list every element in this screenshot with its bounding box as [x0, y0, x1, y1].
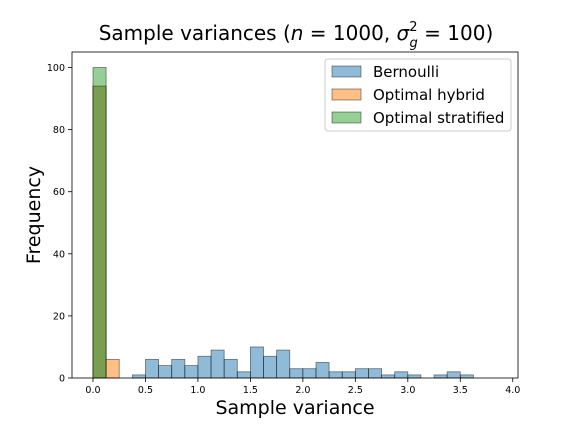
title-sigma-sup: 2: [409, 20, 417, 35]
title-equals-1: =: [303, 21, 332, 45]
bar-bernoulli-5: [158, 365, 173, 379]
x-tick-label-8: 4.0: [505, 385, 520, 396]
bar-bernoulli-23: [394, 371, 409, 379]
title-n-value: 1000: [333, 21, 384, 45]
bar-bernoulli-19: [341, 371, 356, 379]
legend-swatch-optimal-hybrid: [331, 88, 362, 101]
chart-title: Sample variances (n = 1000, σ2 g = 100): [99, 20, 494, 51]
bar-bernoulli-13: [263, 355, 278, 379]
legend-label-bernoulli: Bernoulli: [373, 63, 439, 81]
legend-box: [324, 58, 512, 132]
x-tick-label-6: 3.0: [400, 385, 415, 396]
x-tick-label-3: 1.5: [243, 385, 258, 396]
bar-bernoulli-17: [315, 362, 330, 379]
bar-bernoulli-7: [184, 365, 199, 379]
x-tick-label-0: 0.0: [85, 385, 100, 396]
title-comma: ,: [384, 21, 397, 45]
bar-bernoulli-3: [131, 374, 146, 379]
x-tick-label-4: 2.0: [295, 385, 310, 396]
bar-bernoulli-20: [354, 368, 369, 379]
title-sigma: σ: [397, 21, 411, 45]
legend: Bernoulli Optimal hybrid Optimal stratif…: [324, 58, 512, 132]
y-tick-label-1: 20: [53, 311, 65, 322]
bar-bernoulli-27: [446, 371, 461, 379]
legend-label-optimal-stratified: Optimal stratified: [373, 109, 504, 127]
bar-bernoulli-6: [171, 358, 186, 379]
title-n: n: [291, 21, 304, 45]
y-axis-label: Frequency: [23, 166, 45, 264]
bar-bernoulli-18: [328, 371, 343, 379]
bar-bernoulli-8: [197, 355, 212, 379]
x-tick-label-2: 1.0: [190, 385, 205, 396]
x-tick-label-5: 2.5: [348, 385, 363, 396]
legend-label-optimal-hybrid: Optimal hybrid: [373, 86, 485, 104]
bar-bernoulli-28: [459, 374, 474, 379]
ticks-layer: 0.0 0.5 1.0 1.5 2.0 2.5 3.0 3.5 4.0 0 20 40 60 80 100: [47, 63, 520, 396]
bar-bernoulli-16: [302, 368, 317, 379]
bar-bernoulli-26: [433, 374, 448, 379]
bar-bernoulli-21: [368, 368, 382, 379]
bar-bernoulli-11: [236, 371, 251, 379]
bar-optimal-stratified-0: [92, 67, 107, 379]
x-tick-label-7: 3.5: [453, 385, 468, 396]
title-prefix: Sample variances (: [99, 21, 291, 45]
y-tick-label-2: 40: [53, 249, 65, 260]
bar-bernoulli-9: [210, 349, 225, 379]
bar-bernoulli-10: [223, 358, 238, 379]
title-equals-2: =: [418, 21, 447, 45]
bar-bernoulli-24: [407, 374, 422, 379]
bar-bernoulli-4: [145, 358, 159, 379]
y-tick-label-5: 100: [47, 63, 65, 74]
title-suffix: ): [485, 21, 493, 45]
x-tick-label-1: 0.5: [138, 385, 153, 396]
legend-swatch-optimal-stratified: [331, 111, 362, 124]
bar-bernoulli-14: [276, 349, 291, 379]
bars-layer: [92, 67, 474, 379]
title-sigma-value: 100: [447, 21, 485, 45]
y-tick-label-3: 60: [53, 187, 65, 198]
bar-bernoulli-15: [289, 368, 304, 379]
bar-bernoulli-22: [381, 374, 396, 379]
bar-optimal-hybrid-1: [105, 358, 120, 379]
y-tick-label-4: 80: [53, 125, 65, 136]
title-sigma-sub: g: [410, 36, 418, 51]
plot-frame: [71, 51, 519, 379]
x-axis-label: Sample variance: [215, 397, 374, 419]
y-tick-label-0: 0: [59, 374, 65, 385]
legend-swatch-bernoulli: [331, 65, 362, 78]
bar-bernoulli-12: [249, 346, 264, 379]
